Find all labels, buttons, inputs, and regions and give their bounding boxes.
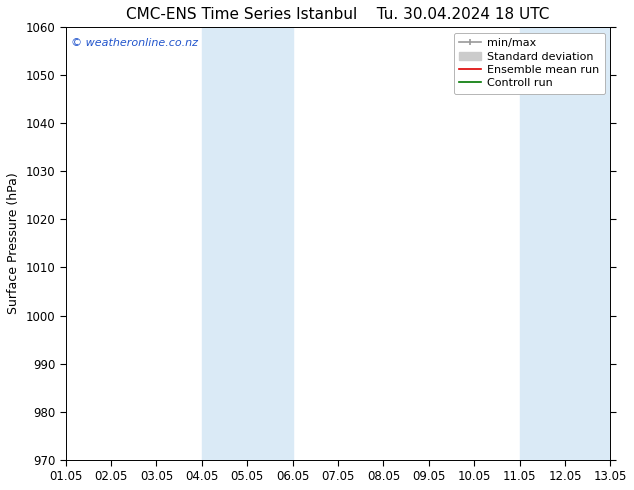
Text: © weatheronline.co.nz: © weatheronline.co.nz xyxy=(71,38,198,48)
Legend: min/max, Standard deviation, Ensemble mean run, Controll run: min/max, Standard deviation, Ensemble me… xyxy=(454,33,605,94)
Bar xyxy=(520,27,611,460)
Bar xyxy=(202,27,293,460)
Y-axis label: Surface Pressure (hPa): Surface Pressure (hPa) xyxy=(7,172,20,314)
Title: CMC-ENS Time Series Istanbul    Tu. 30.04.2024 18 UTC: CMC-ENS Time Series Istanbul Tu. 30.04.2… xyxy=(126,7,550,22)
